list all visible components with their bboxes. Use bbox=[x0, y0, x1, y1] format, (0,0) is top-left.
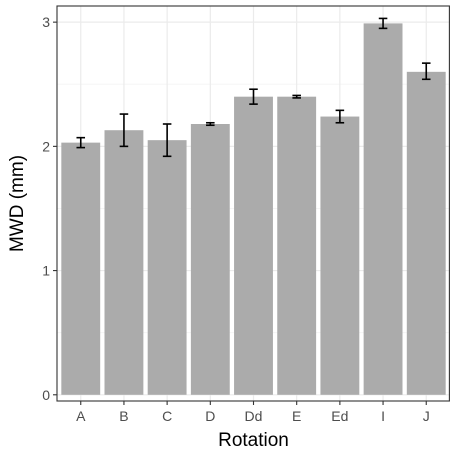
error-bar-C bbox=[162, 123, 172, 158]
bar-I bbox=[363, 23, 403, 395]
x-tick-label: E bbox=[292, 408, 301, 424]
bar-J bbox=[406, 71, 446, 395]
bars bbox=[61, 23, 446, 395]
error-bars bbox=[76, 17, 431, 158]
y-tick-label: 3 bbox=[42, 14, 50, 30]
error-bar-I bbox=[378, 17, 388, 30]
bar-C bbox=[147, 140, 187, 395]
bar-B bbox=[104, 130, 144, 395]
error-bar-A bbox=[76, 136, 86, 149]
y-axis-title: MWD (mm) bbox=[7, 155, 28, 252]
bar-D bbox=[190, 124, 230, 395]
x-tick-label: Dd bbox=[245, 408, 263, 424]
x-tick-label: B bbox=[119, 408, 128, 424]
bar-Ed bbox=[320, 116, 360, 395]
y-tick-label: 2 bbox=[42, 138, 50, 154]
bar-Dd bbox=[234, 96, 273, 395]
error-bar-Ed bbox=[335, 109, 345, 124]
error-bar-D bbox=[206, 121, 215, 127]
x-tick-label: Ed bbox=[331, 408, 348, 424]
y-tick-label: 0 bbox=[42, 387, 50, 403]
x-tick-label: C bbox=[162, 408, 172, 424]
y-tick-label: 1 bbox=[42, 263, 50, 279]
bar-A bbox=[61, 142, 101, 395]
x-tick-label: A bbox=[76, 408, 86, 424]
error-bar-J bbox=[421, 62, 431, 81]
x-axis-title: Rotation bbox=[218, 430, 289, 451]
x-tick-label: I bbox=[381, 408, 385, 424]
error-bar-B bbox=[119, 113, 129, 148]
error-bar-Dd bbox=[249, 88, 258, 105]
x-tick-label: D bbox=[205, 408, 215, 424]
axes: 0 1 2 3 A B C D Dd E Ed I J bbox=[42, 14, 430, 424]
error-bar-E bbox=[292, 94, 301, 99]
bar-E bbox=[277, 96, 317, 395]
x-tick-label: J bbox=[423, 408, 430, 424]
